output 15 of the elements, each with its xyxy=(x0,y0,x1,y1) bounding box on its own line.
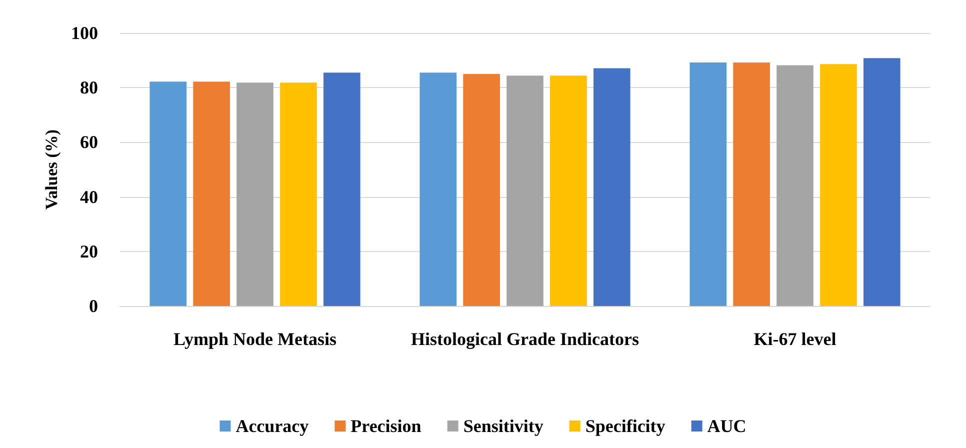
x-tick-label: Ki-67 level xyxy=(754,329,836,349)
y-tick-label: 80 xyxy=(80,78,98,98)
legend-label: Accuracy xyxy=(236,416,309,436)
y-tick-label: 40 xyxy=(80,186,98,207)
x-tick-label: Lymph Node Metasis xyxy=(173,329,337,349)
y-axis-title: Values (%) xyxy=(42,129,62,210)
legend-label: AUC xyxy=(707,416,746,436)
y-tick-label: 60 xyxy=(80,132,98,152)
legend-label: Sensitivity xyxy=(463,416,544,436)
y-tick-label: 100 xyxy=(71,23,98,43)
y-tick-label: 0 xyxy=(89,296,98,316)
x-tick-label: Histological Grade Indicators xyxy=(411,329,639,349)
legend-label: Precision xyxy=(350,416,422,436)
legend-label: Specificity xyxy=(585,416,666,436)
y-tick-label: 20 xyxy=(80,241,98,262)
